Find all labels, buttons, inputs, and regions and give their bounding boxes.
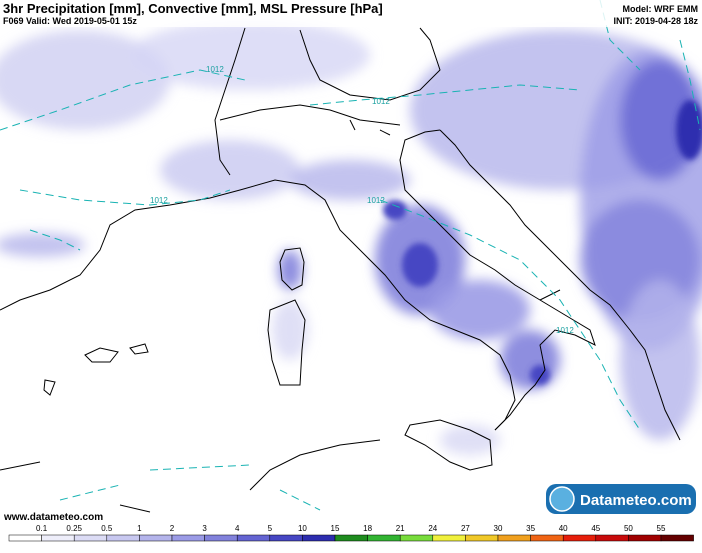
isobar-label: 1012 <box>206 65 224 74</box>
colorbar: 0.1 0.25 0.5 1 2 3 4 5 10 15 18 21 24 27 30 35 40 45 50 55 <box>0 522 702 553</box>
colorbar-cell <box>236 534 271 542</box>
colorbar-label: 30 <box>494 524 503 533</box>
colorbar-cell <box>399 534 434 542</box>
colorbar-label: 2 <box>170 524 175 533</box>
logo-text: Datameteo.com <box>580 492 692 509</box>
header-bg <box>0 0 702 27</box>
colorbar-cell <box>628 534 662 542</box>
colorbar-label: 18 <box>363 524 372 533</box>
colorbar-cell <box>595 534 629 542</box>
colorbar-label: 55 <box>657 524 666 533</box>
colorbar-cell <box>106 534 140 542</box>
isobars <box>0 0 701 511</box>
colorbar-cell <box>432 534 466 542</box>
colorbar-label: 4 <box>235 524 240 533</box>
coastlines <box>0 27 681 513</box>
model: Model: WRF EMM <box>623 4 699 14</box>
precip-field <box>0 20 702 455</box>
colorbar-label: 0.1 <box>36 524 48 533</box>
colorbar-label: 5 <box>268 524 273 533</box>
colorbar-label: 27 <box>461 524 470 533</box>
colorbar-label: 1 <box>137 524 142 533</box>
colorbar-cell <box>530 534 564 542</box>
colorbar-cell <box>73 534 108 542</box>
colorbar-cell <box>562 534 597 542</box>
colorbar-cell <box>139 534 173 542</box>
colorbar-cell <box>334 534 368 542</box>
colorbar-label: 35 <box>526 524 535 533</box>
isobar-label: 1012 <box>150 196 168 205</box>
title: 3hr Precipitation [mm], Convective [mm],… <box>3 1 383 16</box>
colorbar-cell <box>497 534 531 542</box>
colorbar-cell <box>465 534 499 542</box>
colorbar-label: 24 <box>428 524 437 533</box>
logo: Datameteo.com <box>546 484 696 514</box>
colorbar-label: 10 <box>298 524 307 533</box>
colorbar-cell <box>8 534 42 542</box>
colorbar-cell <box>204 534 238 542</box>
precip-core <box>383 100 702 385</box>
colorbar-label: 15 <box>331 524 340 533</box>
colorbar-label: 50 <box>624 524 633 533</box>
isobar-labels: 1012 1012 1012 1012 1012 <box>150 65 574 335</box>
colorbar-cell <box>41 534 75 542</box>
colorbar-cell <box>660 534 694 542</box>
colorbar-label: 40 <box>559 524 568 533</box>
isobar-label: 1012 <box>556 326 574 335</box>
init-time: INIT: 2019-04-28 18z <box>613 16 698 26</box>
isobar-label: 1012 <box>367 196 385 205</box>
colorbar-label: 0.5 <box>101 524 113 533</box>
colorbar-label: 45 <box>591 524 600 533</box>
isobar-label: 1012 <box>372 97 390 106</box>
colorbar-label: 3 <box>202 524 207 533</box>
valid-time: F069 Valid: Wed 2019-05-01 15z <box>3 16 137 26</box>
colorbar-cell <box>302 534 336 542</box>
colorbar-label: 0.25 <box>66 524 82 533</box>
colorbar-label: 21 <box>396 524 405 533</box>
url: www.datameteo.com <box>3 512 103 523</box>
colorbar-cell <box>171 534 205 542</box>
colorbar-cell <box>269 534 303 542</box>
colorbar-cell <box>367 534 401 542</box>
